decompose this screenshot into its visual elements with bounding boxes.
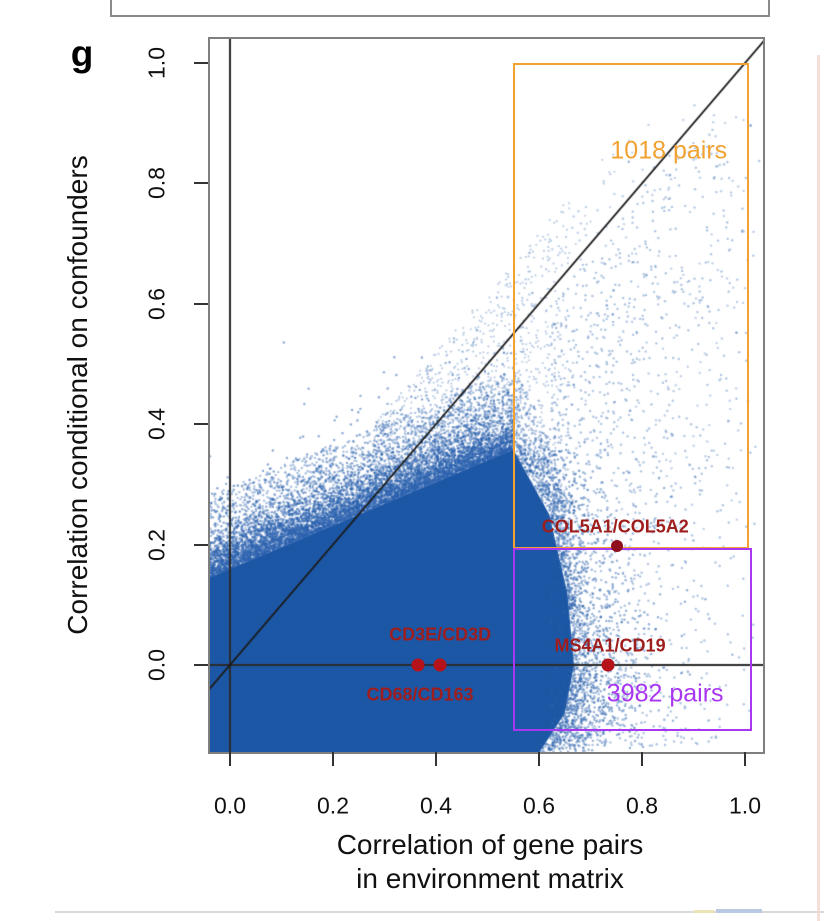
x-tick-label: 0.2 — [317, 792, 349, 819]
y-tick-mark — [194, 423, 208, 426]
adjacent-panel-bottom-border — [55, 911, 824, 913]
x-tick-mark — [641, 752, 643, 766]
adjacent-panel-bottom-accent-yellow — [694, 910, 714, 913]
y-tick-label: 0.0 — [143, 649, 170, 681]
adjacent-panel-right-border — [817, 55, 820, 921]
y-tick-mark — [194, 182, 208, 185]
x-tick-mark — [332, 752, 334, 766]
y-tick-mark — [194, 664, 208, 666]
x-axis-title-line1: Correlation of gene pairs — [336, 829, 644, 860]
x-tick-label: 1.0 — [729, 792, 761, 819]
panel-letter-label: g — [70, 33, 94, 74]
x-tick-label: 0.6 — [523, 792, 555, 819]
plot-border — [208, 37, 765, 754]
x-tick-label: 0.0 — [214, 792, 246, 819]
y-axis-title: Correlation conditional on confounders — [62, 155, 93, 635]
highlight-box-label-confounded: 3982 pairs — [606, 679, 724, 708]
highlight-box-high-conditional — [513, 63, 749, 549]
gene-pair-label: CD68/CD163 — [366, 684, 474, 705]
x-tick-mark — [744, 752, 746, 766]
x-axis-title-line2: in environment matrix — [356, 863, 624, 894]
y-tick-label: 0.6 — [143, 287, 170, 320]
highlight-box-confounded — [513, 548, 752, 731]
y-tick-label: 1.0 — [143, 47, 170, 79]
gene-pair-point — [601, 658, 615, 672]
y-tick-mark — [194, 543, 208, 546]
gene-pair-point — [433, 658, 447, 672]
scatter-cloud-canvas — [208, 37, 765, 754]
x-tick-label: 0.8 — [626, 792, 658, 819]
y-tick-label: 0.8 — [143, 167, 170, 200]
gene-pair-point — [411, 658, 425, 672]
y-tick-label: 0.4 — [143, 408, 170, 441]
y-tick-mark — [194, 302, 208, 305]
y-tick-mark — [194, 62, 208, 64]
gene-pair-label: CD3E/CD3D — [389, 624, 492, 645]
gene-pair-label: MS4A1/CD19 — [554, 635, 666, 656]
x-tick-mark — [229, 752, 231, 766]
x-tick-mark — [435, 752, 437, 766]
gene-pair-point — [610, 540, 623, 553]
y-tick-label: 0.2 — [143, 528, 170, 561]
x-tick-label: 0.4 — [420, 792, 452, 819]
gene-pair-label: COL5A1/COL5A2 — [541, 516, 689, 537]
x-tick-mark — [538, 752, 540, 766]
highlight-box-label-high-conditional: 1018 pairs — [610, 136, 728, 165]
adjacent-panel-bottom-accent-blue — [716, 909, 762, 913]
adjacent-panel-top-border — [110, 0, 770, 17]
